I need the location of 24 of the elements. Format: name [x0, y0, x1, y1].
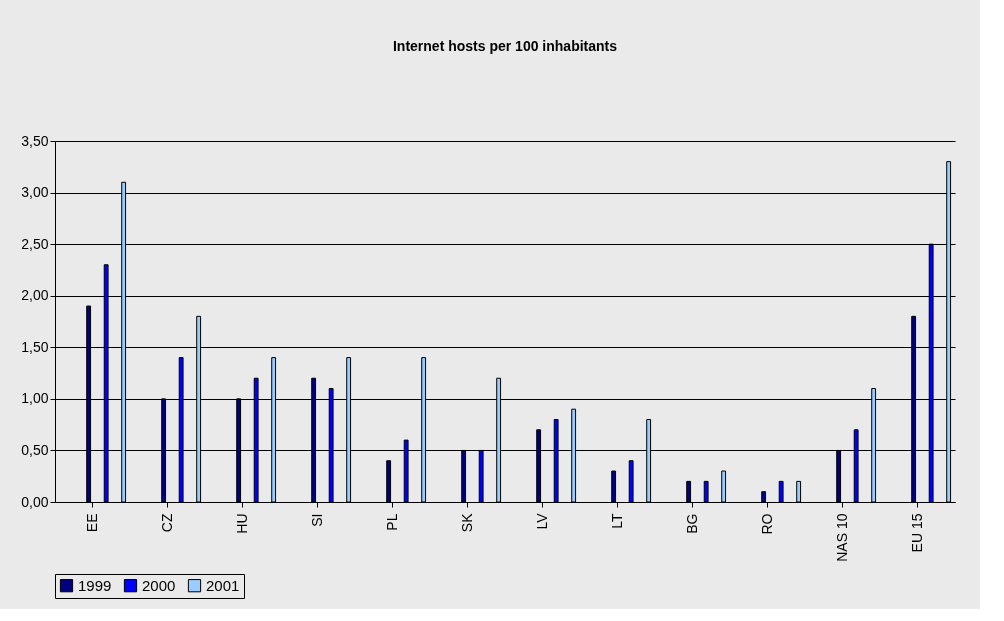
y-tick-label: 1,00	[21, 390, 49, 407]
x-tick-label: CZ	[158, 513, 175, 533]
x-tick-label: LT	[608, 513, 625, 529]
y-tick-label: 0,50	[21, 441, 49, 458]
x-tick-label: EU 15	[908, 513, 925, 553]
x-tick-label: SI	[308, 513, 325, 527]
legend-label: 2001	[206, 576, 240, 594]
x-tick-label: RO	[758, 513, 775, 535]
y-tick-label: 1,50	[21, 338, 49, 355]
y-tick-label: 3,50	[21, 132, 49, 149]
x-tick-label: SK	[458, 512, 475, 533]
legend-label: 1999	[78, 576, 112, 594]
y-tick-label: 3,00	[21, 184, 49, 201]
x-tick-label: HU	[233, 513, 250, 534]
x-tick-label: PL	[383, 513, 400, 531]
y-tick-label: 0,00	[21, 493, 49, 510]
x-tick-label: EE	[83, 513, 100, 533]
x-tick-label: BG	[683, 513, 700, 534]
chart-title: Internet hosts per 100 inhabitants	[392, 38, 618, 54]
y-tick-label: 2,00	[21, 287, 49, 304]
x-tick-label: NAS 10	[833, 513, 850, 562]
legend-label: 2000	[142, 576, 176, 594]
y-tick-label: 2,50	[21, 235, 49, 252]
x-tick-label: LV	[533, 512, 550, 530]
